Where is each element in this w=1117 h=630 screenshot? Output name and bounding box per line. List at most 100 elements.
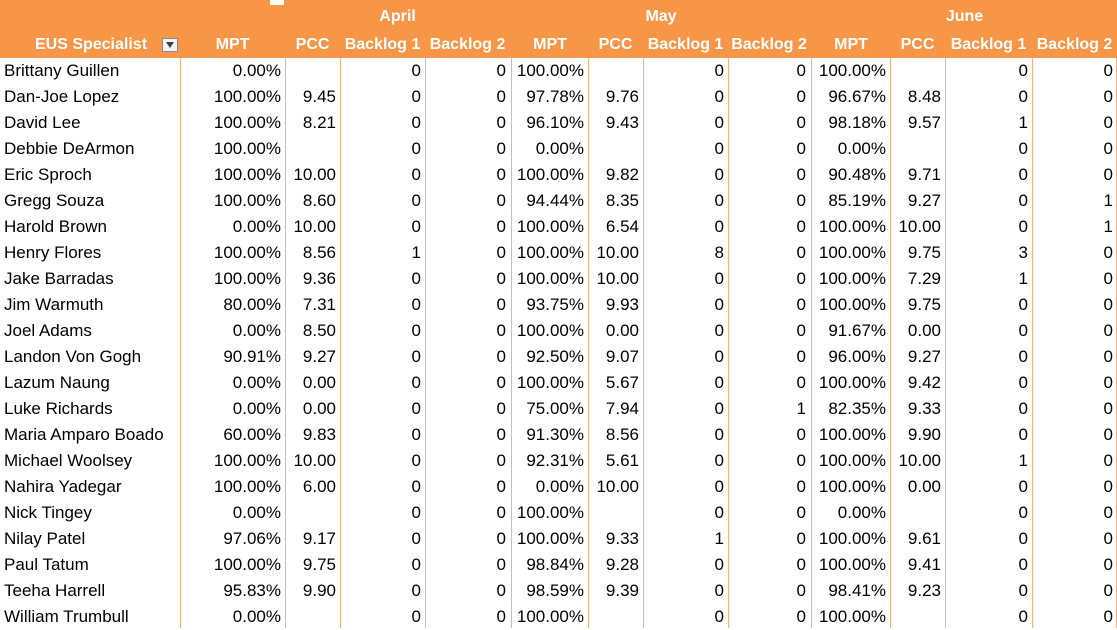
value-cell[interactable]: 9.90: [302, 581, 336, 600]
value-cell[interactable]: 80.00%: [223, 295, 281, 314]
value-cell[interactable]: 9.41: [907, 555, 941, 574]
value-cell[interactable]: 100.00%: [516, 165, 584, 184]
value-cell[interactable]: 0.00%: [232, 61, 281, 80]
value-cell[interactable]: 0: [1103, 399, 1113, 418]
value-cell[interactable]: 100.00%: [516, 529, 584, 548]
value-cell[interactable]: 0: [1018, 529, 1028, 548]
value-cell[interactable]: 100.00%: [818, 607, 886, 626]
value-cell[interactable]: 0: [796, 113, 806, 132]
value-cell[interactable]: 0: [411, 87, 421, 106]
value-cell[interactable]: 0.00%: [232, 373, 281, 392]
value-cell[interactable]: 10.00: [293, 451, 336, 470]
value-cell[interactable]: 0: [496, 139, 506, 158]
specialist-name-cell[interactable]: Joel Adams: [4, 321, 92, 340]
value-cell[interactable]: 8.21: [302, 113, 336, 132]
specialist-name-cell[interactable]: Lazum Naung: [4, 373, 110, 392]
value-cell[interactable]: [890, 58, 945, 84]
value-cell[interactable]: 97.78%: [526, 87, 584, 106]
value-cell[interactable]: 0.00%: [837, 139, 886, 158]
value-cell[interactable]: 9.36: [302, 269, 336, 288]
specialist-name-cell[interactable]: Jim Warmuth: [4, 295, 104, 314]
value-cell[interactable]: 100.00%: [818, 295, 886, 314]
value-cell[interactable]: 0: [1018, 373, 1028, 392]
value-cell[interactable]: 0: [496, 269, 506, 288]
value-cell[interactable]: 94.44%: [526, 191, 584, 210]
value-cell[interactable]: 6.54: [605, 217, 639, 236]
value-cell[interactable]: 0: [1018, 61, 1028, 80]
value-cell[interactable]: 100.00%: [213, 451, 281, 470]
value-cell[interactable]: 100.00%: [818, 243, 886, 262]
value-cell[interactable]: 9.57: [907, 113, 941, 132]
value-cell[interactable]: 9.45: [302, 87, 336, 106]
value-cell[interactable]: 0: [411, 555, 421, 574]
specialist-name-cell[interactable]: Luke Richards: [4, 399, 113, 418]
value-cell[interactable]: 100.00%: [516, 243, 584, 262]
value-cell[interactable]: 0: [796, 87, 806, 106]
value-cell[interactable]: 9.07: [605, 347, 639, 366]
value-cell[interactable]: 7.29: [907, 269, 941, 288]
value-cell[interactable]: 100.00%: [818, 269, 886, 288]
value-cell[interactable]: 0: [411, 347, 421, 366]
value-cell[interactable]: 0: [496, 217, 506, 236]
value-cell[interactable]: 0: [1018, 555, 1028, 574]
value-cell[interactable]: 10.00: [596, 243, 639, 262]
value-cell[interactable]: 0: [411, 139, 421, 158]
value-cell[interactable]: 100.00%: [818, 425, 886, 444]
value-cell[interactable]: 0: [714, 139, 724, 158]
value-cell[interactable]: [588, 500, 643, 526]
value-cell[interactable]: 0: [1018, 191, 1028, 210]
value-cell[interactable]: 0.00%: [232, 217, 281, 236]
filter-dropdown-button[interactable]: [162, 38, 178, 52]
value-cell[interactable]: 0.00: [907, 321, 941, 340]
value-cell[interactable]: 0: [496, 529, 506, 548]
value-cell[interactable]: 0: [1018, 295, 1028, 314]
value-cell[interactable]: 91.30%: [526, 425, 584, 444]
value-cell[interactable]: 0: [1018, 165, 1028, 184]
specialist-name-cell[interactable]: Nilay Patel: [4, 529, 86, 548]
value-cell[interactable]: 0: [496, 555, 506, 574]
specialist-name-cell[interactable]: David Lee: [4, 113, 81, 132]
value-cell[interactable]: 0: [1103, 165, 1113, 184]
value-cell[interactable]: 100.00%: [213, 555, 281, 574]
value-cell[interactable]: 0: [1103, 373, 1113, 392]
value-cell[interactable]: 0: [714, 269, 724, 288]
value-cell[interactable]: 0: [796, 321, 806, 340]
value-cell[interactable]: 100.00%: [818, 555, 886, 574]
value-cell[interactable]: 9.43: [605, 113, 639, 132]
value-cell[interactable]: 0: [496, 607, 506, 626]
value-cell[interactable]: 0: [796, 243, 806, 262]
value-cell[interactable]: 5.67: [605, 373, 639, 392]
value-cell[interactable]: 0: [496, 425, 506, 444]
value-cell[interactable]: 0.00%: [232, 399, 281, 418]
value-cell[interactable]: 10.00: [596, 269, 639, 288]
value-cell[interactable]: 8.56: [302, 243, 336, 262]
specialist-name-cell[interactable]: Harold Brown: [4, 217, 107, 236]
value-cell[interactable]: 100.00%: [213, 113, 281, 132]
value-cell[interactable]: 0: [1103, 87, 1113, 106]
value-cell[interactable]: 98.18%: [828, 113, 886, 132]
name-column-header[interactable]: EUS Specialist: [34, 36, 148, 53]
value-cell[interactable]: 0: [796, 191, 806, 210]
value-cell[interactable]: 0: [496, 451, 506, 470]
value-cell[interactable]: 0.00%: [232, 607, 281, 626]
value-cell[interactable]: 9.75: [302, 555, 336, 574]
value-cell[interactable]: 0: [1018, 217, 1028, 236]
value-cell[interactable]: 0: [796, 503, 806, 522]
value-cell[interactable]: 8.50: [302, 321, 336, 340]
value-cell[interactable]: 9.75: [907, 243, 941, 262]
value-cell[interactable]: [890, 500, 945, 526]
value-cell[interactable]: 100.00%: [213, 165, 281, 184]
value-cell[interactable]: 0: [1103, 243, 1113, 262]
value-cell[interactable]: 0: [411, 581, 421, 600]
value-cell[interactable]: 0: [796, 61, 806, 80]
value-cell[interactable]: 10.00: [293, 217, 336, 236]
value-cell[interactable]: 95.83%: [223, 581, 281, 600]
value-cell[interactable]: [588, 604, 643, 630]
value-cell[interactable]: 0: [411, 269, 421, 288]
value-cell[interactable]: 0: [714, 347, 724, 366]
value-cell[interactable]: 0: [1018, 425, 1028, 444]
value-cell[interactable]: 0: [796, 295, 806, 314]
value-cell[interactable]: 100.00%: [818, 451, 886, 470]
specialist-name-cell[interactable]: Jake Barradas: [4, 269, 114, 288]
value-cell[interactable]: 0: [714, 581, 724, 600]
